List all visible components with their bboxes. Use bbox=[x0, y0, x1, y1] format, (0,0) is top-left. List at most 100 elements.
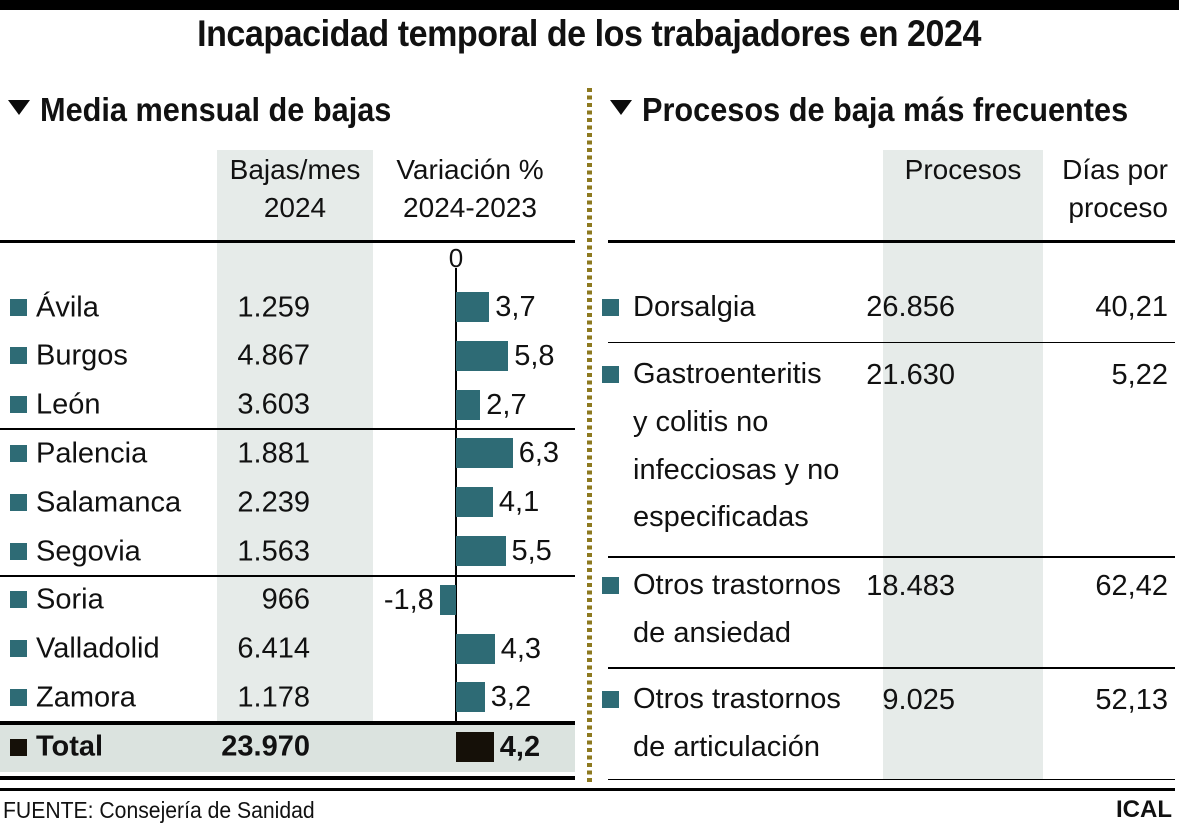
source-credit: FUENTE: Consejería de Sanidad bbox=[3, 797, 315, 823]
top-bar bbox=[0, 0, 1179, 10]
province-label: Valladolid bbox=[36, 632, 160, 664]
bullet-icon bbox=[10, 347, 27, 364]
province-label: Ávila bbox=[36, 291, 99, 323]
variation-bar bbox=[456, 438, 513, 468]
bajas-column-highlight bbox=[217, 150, 373, 722]
left-header-rule bbox=[0, 240, 575, 243]
bullet-icon bbox=[10, 543, 27, 560]
total-label: Total bbox=[36, 730, 104, 763]
group-separator-rule bbox=[0, 428, 575, 430]
variation-value: -1,8 bbox=[383, 584, 434, 616]
table-row: Segovia 1.563 bbox=[0, 527, 575, 576]
bullet-icon bbox=[10, 689, 27, 706]
variation-value: 4,1 bbox=[498, 486, 540, 518]
dias-value: 62,42 bbox=[1095, 570, 1168, 602]
table-row: León 3.603 bbox=[0, 380, 575, 429]
section-marker-triangle-icon bbox=[610, 100, 632, 115]
variation-bar bbox=[439, 585, 456, 615]
procesos-value: 21.630 bbox=[866, 359, 955, 391]
total-top-rule bbox=[0, 721, 575, 725]
process-label-line: infecciosas y no bbox=[633, 453, 840, 486]
process-label: Otros trastornos de ansiedad bbox=[633, 562, 841, 658]
bar-axis-line bbox=[455, 268, 457, 769]
table-row: Burgos 4.867 bbox=[0, 331, 575, 380]
bullet-icon bbox=[10, 396, 27, 413]
bullet-icon bbox=[602, 366, 619, 383]
header-line: proceso bbox=[1068, 192, 1168, 223]
left-col-header-variacion: Variación % 2024-2023 bbox=[385, 151, 555, 227]
bajas-value: 1.881 bbox=[237, 437, 310, 469]
bullet-icon bbox=[602, 577, 619, 594]
table-row: Soria 966 bbox=[0, 575, 575, 624]
table-row: Ávila 1.259 bbox=[0, 283, 575, 332]
table-row: Zamora 1.178 bbox=[0, 673, 575, 722]
left-col-header-bajas: Bajas/mes 2024 bbox=[217, 151, 373, 227]
dias-value: 5,22 bbox=[1111, 359, 1168, 391]
province-label: León bbox=[36, 388, 101, 420]
bajas-value: 1.259 bbox=[237, 291, 310, 323]
province-label: Soria bbox=[36, 583, 104, 615]
process-label-line: de articulación bbox=[633, 730, 820, 763]
procesos-column-highlight bbox=[883, 150, 1043, 779]
process-label: Otros trastornos de articulación bbox=[633, 676, 841, 772]
right-header-rule bbox=[608, 240, 1175, 243]
bajas-value: 4.867 bbox=[237, 339, 310, 371]
variation-value: 4,3 bbox=[500, 633, 542, 665]
variation-bar bbox=[456, 390, 481, 420]
process-label-line: Gastroenteritis bbox=[633, 358, 822, 390]
process-label-line: Dorsalgia bbox=[633, 291, 756, 323]
table-row: Palencia 1.881 bbox=[0, 429, 575, 478]
dotted-divider bbox=[587, 88, 592, 782]
variation-value: 3,2 bbox=[490, 681, 532, 713]
procesos-value: 18.483 bbox=[866, 570, 955, 602]
dias-value: 52,13 bbox=[1095, 684, 1168, 716]
bajas-value: 1.178 bbox=[237, 681, 310, 713]
header-line: Variación % bbox=[396, 154, 544, 185]
variation-value: 5,8 bbox=[514, 340, 555, 372]
header-line: Días por bbox=[1062, 154, 1168, 185]
process-label-line: de ansiedad bbox=[633, 616, 792, 649]
right-col-header-procesos: Procesos bbox=[883, 151, 1043, 189]
process-label-line: y colitis no bbox=[633, 405, 769, 438]
variation-value: 5,5 bbox=[511, 535, 552, 567]
process-label-line: especificadas bbox=[633, 501, 809, 534]
row-separator-rule bbox=[608, 556, 1175, 558]
agency-credit: ICAL bbox=[1116, 796, 1172, 823]
province-label: Burgos bbox=[36, 339, 128, 371]
axis-zero-label: 0 bbox=[448, 243, 464, 273]
province-label: Segovia bbox=[36, 535, 141, 567]
bajas-value: 966 bbox=[261, 583, 310, 615]
bajas-value: 1.563 bbox=[237, 535, 310, 567]
variation-value: 3,7 bbox=[495, 291, 536, 323]
section-marker-triangle-icon bbox=[8, 100, 30, 115]
procesos-value: 9.025 bbox=[882, 684, 955, 716]
variation-value: 6,3 bbox=[518, 437, 560, 469]
right-bottom-thin-rule bbox=[608, 778, 1175, 780]
variation-bar bbox=[456, 341, 509, 371]
process-label-line: Otros trastornos bbox=[633, 569, 841, 601]
total-bajas-value: 23.970 bbox=[221, 730, 310, 763]
dias-value: 40,21 bbox=[1095, 291, 1168, 323]
row-separator-rule bbox=[608, 667, 1175, 669]
right-col-header-dias: Días por proceso bbox=[1020, 151, 1168, 227]
bullet-icon bbox=[10, 640, 27, 657]
header-line: Procesos bbox=[904, 154, 1022, 185]
variation-bar bbox=[456, 292, 490, 322]
process-label: Gastroenteritis y colitis no infecciosas… bbox=[633, 351, 839, 542]
bullet-icon bbox=[10, 299, 27, 316]
bajas-value: 6.414 bbox=[237, 632, 310, 664]
province-label: Palencia bbox=[36, 437, 148, 469]
table-row: Valladolid 6.414 bbox=[0, 624, 575, 673]
total-row: Total 23.970 bbox=[0, 723, 575, 771]
row-separator-rule bbox=[608, 341, 1175, 343]
bullet-icon bbox=[10, 739, 27, 756]
bullet-icon bbox=[10, 445, 27, 462]
bajas-value: 3.603 bbox=[237, 388, 310, 420]
total-variation-bar bbox=[456, 732, 494, 762]
process-label-line: Otros trastornos bbox=[633, 683, 841, 715]
total-variation-value: 4,2 bbox=[499, 731, 541, 763]
province-label: Zamora bbox=[36, 681, 136, 713]
page-title: Incapacidad temporal de los trabajadores… bbox=[197, 13, 982, 54]
variation-bar bbox=[456, 487, 493, 517]
variation-bar bbox=[456, 682, 485, 712]
